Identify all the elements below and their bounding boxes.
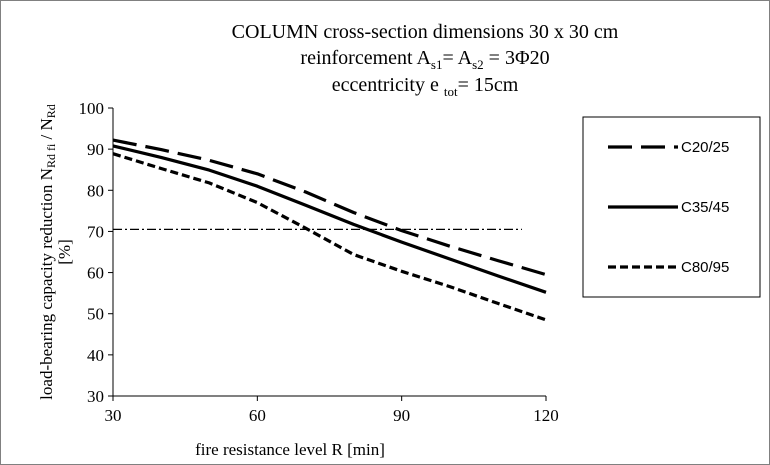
legend-label: C35/45 (681, 199, 729, 216)
x-tick-label: 120 (533, 406, 559, 425)
y-tick-label: 60 (87, 264, 104, 283)
x-tick-label: 90 (393, 406, 410, 425)
y-tick-label: 100 (79, 99, 105, 118)
chart-title-line2: reinforcement As1= As2 = 3Φ20 (300, 47, 549, 72)
y-axis-ticks: 30 40 50 60 70 80 90 100 (79, 99, 113, 406)
y-tick-label: 40 (87, 346, 104, 365)
series-line-c80-95 (112, 152, 547, 322)
x-tick-label: 60 (249, 406, 266, 425)
chart-title-line1: COLUMN cross-section dimensions 30 x 30 … (232, 21, 619, 43)
series-line-c35-45 (112, 144, 547, 294)
y-tick-label: 50 (87, 305, 104, 324)
series-line-c20-25 (112, 138, 547, 277)
legend-label: C80/95 (681, 259, 729, 276)
y-axis-unit: [%] (55, 239, 74, 264)
chart-title-line3: eccentricity e tot= 15cm (332, 74, 519, 99)
y-axis-label: load-bearing capacity reduction NRd fi /… (37, 104, 58, 400)
y-tick-label: 80 (87, 181, 104, 200)
x-tick-label: 30 (105, 406, 122, 425)
y-tick-label: 90 (87, 140, 104, 159)
plot-area (112, 138, 547, 322)
legend: C20/25 C35/45 C80/95 (608, 139, 729, 276)
x-axis-ticks: 30 60 90 120 (105, 396, 559, 425)
x-axis-label: fire resistance level R [min] (195, 440, 385, 459)
legend-label: C20/25 (681, 139, 729, 156)
y-tick-label: 70 (87, 222, 104, 241)
y-tick-label: 30 (87, 387, 104, 406)
